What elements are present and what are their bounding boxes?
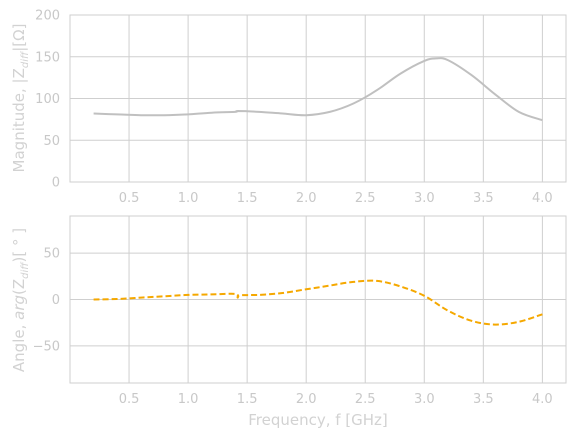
- magnitude-ticks: 0.5 1.0 1.5 2.0 2.5 3.0 3.5 4.0 0 50 100 150 200: [35, 9, 553, 207]
- angle-xtick-label: 0.5: [119, 392, 140, 407]
- angle-ytick-label: 50: [43, 247, 60, 262]
- magnitude-ytick-label: 50: [43, 134, 60, 149]
- angle-xlabel: Frequency, f [GHz]: [248, 411, 388, 429]
- magnitude-xtick-label: 4.0: [532, 191, 553, 206]
- magnitude-xtick-label: 3.5: [473, 191, 494, 206]
- magnitude-xtick-label: 3.0: [414, 191, 435, 206]
- angle-xtick-label: 4.0: [532, 392, 553, 407]
- magnitude-series-line: [94, 58, 543, 120]
- angle-ytick-label: −50: [33, 339, 60, 354]
- magnitude-grid: [70, 15, 566, 182]
- angle-grid: [70, 216, 566, 383]
- angle-series-line: [94, 281, 543, 325]
- magnitude-ytick-label: 150: [35, 50, 60, 65]
- magnitude-xtick-label: 1.0: [178, 191, 199, 206]
- magnitude-xtick-label: 0.5: [119, 191, 140, 206]
- magnitude-series: [94, 58, 543, 120]
- angle-ylabel: Angle, arg(Zdiff)[ ° ]: [10, 228, 31, 372]
- angle-xtick-label: 1.5: [237, 392, 258, 407]
- magnitude-xtick-label: 2.0: [296, 191, 317, 206]
- angle-xtick-label: 2.0: [296, 392, 317, 407]
- magnitude-xtick-label: 1.5: [237, 191, 258, 206]
- magnitude-ytick-label: 200: [35, 9, 60, 24]
- angle-xtick-label: 3.0: [414, 392, 435, 407]
- angle-xtick-label: 1.0: [178, 392, 199, 407]
- angle-xtick-label: 3.5: [473, 392, 494, 407]
- magnitude-xtick-label: 2.5: [355, 191, 376, 206]
- magnitude-ytick-label: 100: [35, 92, 60, 107]
- magnitude-panel: 0.5 1.0 1.5 2.0 2.5 3.0 3.5 4.0 0 50 100 150 200 Mag…: [10, 9, 566, 207]
- magnitude-ytick-label: 0: [52, 176, 60, 191]
- angle-xtick-label: 2.5: [355, 392, 376, 407]
- angle-panel: 0.5 1.0 1.5 2.0 2.5 3.0 3.5 4.0 −50 0 50 Angle, ar…: [10, 216, 566, 429]
- angle-ytick-label: 0: [52, 293, 60, 308]
- angle-series: [94, 281, 543, 325]
- magnitude-ylabel: Magnitude, |Zdiff|[Ω]: [10, 24, 31, 173]
